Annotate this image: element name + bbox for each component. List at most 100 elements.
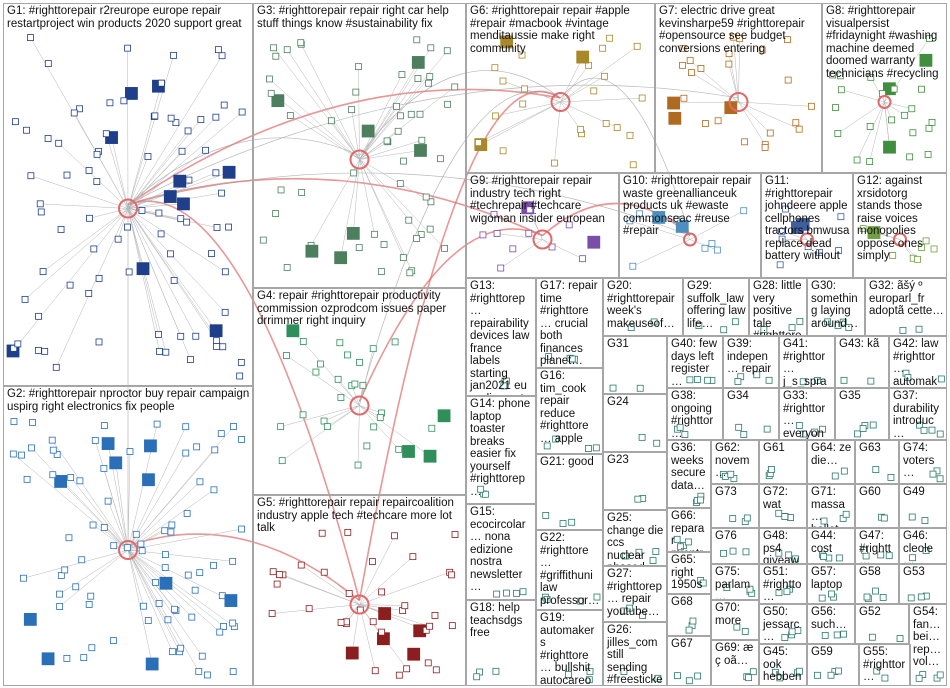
node — [272, 210, 280, 217]
node — [545, 353, 552, 360]
node — [697, 65, 705, 72]
node — [704, 376, 711, 384]
node — [163, 190, 177, 203]
node — [409, 553, 417, 561]
node — [63, 655, 71, 662]
group-box-g8: G8: #righttorepair visualpersist #friday… — [822, 3, 947, 173]
node — [922, 237, 930, 245]
edge — [272, 604, 360, 614]
node — [834, 322, 842, 329]
edge — [269, 78, 360, 160]
node — [613, 124, 621, 132]
edge — [42, 208, 129, 272]
edge — [59, 549, 129, 595]
group-box-g42: G42: law #righttor… automak… — [889, 336, 947, 388]
edge — [127, 83, 162, 209]
node — [828, 590, 835, 598]
node — [337, 394, 345, 401]
node — [405, 216, 413, 224]
group-box-g19: G19: automakers #righttore… bullshit aut… — [536, 610, 603, 686]
edge — [359, 159, 375, 235]
group-label: G70: more — [715, 602, 742, 627]
group-label: G36: weeks secure data… — [671, 442, 706, 492]
node — [622, 552, 629, 560]
node — [198, 652, 206, 660]
node — [820, 553, 827, 560]
edge — [127, 130, 189, 209]
node — [55, 139, 63, 147]
group-box-g7: G7: electric drive great kevinsharpe59 #… — [655, 3, 822, 173]
group-box-g73: G73 — [711, 484, 759, 528]
node — [908, 513, 916, 521]
node — [356, 358, 363, 366]
node — [906, 153, 914, 161]
node — [493, 590, 501, 598]
edge — [127, 208, 217, 331]
node — [203, 671, 211, 679]
node — [500, 35, 514, 49]
node — [208, 250, 215, 257]
node — [100, 524, 108, 531]
node — [196, 478, 204, 486]
group-box-g41: G41: #righttor… j_s_spra… — [779, 336, 835, 388]
node — [765, 376, 773, 384]
node — [859, 425, 867, 432]
node — [636, 384, 644, 392]
node — [792, 555, 799, 563]
node — [775, 549, 783, 557]
node — [213, 343, 221, 350]
node — [652, 548, 660, 555]
edge — [92, 524, 129, 551]
edge — [358, 66, 360, 160]
hub-node — [532, 229, 553, 250]
edge — [837, 101, 885, 134]
edge — [359, 604, 376, 671]
edge — [279, 574, 360, 605]
edge — [117, 208, 129, 240]
edge — [870, 77, 885, 103]
edge — [359, 604, 405, 606]
node — [110, 542, 118, 550]
edge — [127, 549, 235, 627]
node — [297, 39, 305, 47]
node — [914, 255, 921, 263]
node — [171, 605, 178, 613]
node — [344, 351, 351, 359]
node — [448, 571, 455, 579]
node — [345, 646, 359, 660]
node — [601, 72, 608, 80]
edge — [884, 101, 912, 109]
edge — [127, 549, 153, 665]
edge — [70, 477, 129, 551]
node — [437, 409, 451, 423]
node — [827, 671, 835, 679]
edge — [127, 481, 201, 551]
node — [854, 430, 861, 438]
node — [758, 46, 766, 54]
node — [481, 490, 489, 498]
node — [277, 423, 285, 431]
group-box-g76: G76 — [711, 528, 759, 564]
node — [37, 208, 45, 216]
node — [915, 325, 923, 333]
node — [714, 117, 722, 125]
group-label: G64: ze die… — [811, 442, 852, 467]
edge — [359, 159, 412, 271]
node — [238, 436, 245, 443]
group-box-g33: G33: #righttor… everyon… — [779, 388, 835, 440]
edge — [359, 140, 422, 160]
node — [568, 355, 576, 363]
node — [209, 324, 223, 338]
node — [155, 209, 163, 217]
node — [804, 243, 812, 251]
node — [271, 94, 285, 108]
node — [144, 617, 152, 624]
node — [919, 671, 927, 678]
node — [407, 647, 421, 661]
edge — [738, 101, 800, 130]
group-box-g9: G9: #righttorepair repair industry tech … — [466, 173, 619, 278]
node — [212, 113, 220, 121]
group-label: G26: jilles_com still sending #freestick… — [607, 624, 663, 686]
group-label: G16: tim_cook repair reduce #righttore… … — [540, 370, 589, 445]
node — [320, 568, 328, 576]
